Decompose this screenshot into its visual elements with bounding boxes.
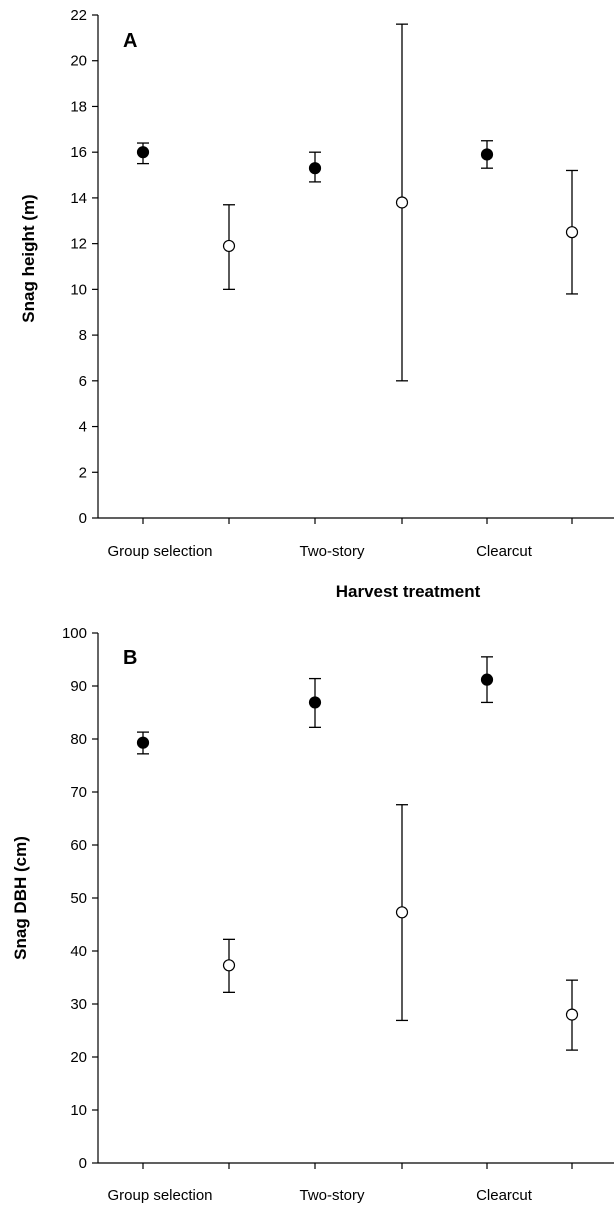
y-tick-label: 10 [70,281,87,298]
x-category-label: Group selection [107,543,212,560]
filled-point [308,162,322,175]
open-point [565,1008,579,1021]
open-point [395,196,409,209]
x-category-label: Two-story [299,543,365,560]
y-tick-label: 14 [70,190,87,207]
y-tick-label: 16 [70,144,87,161]
panel-label: A [123,30,137,52]
y-tick-label: 10 [70,1102,87,1119]
chart-panel-a: 0 2 4 6 8 10 12 14 16 18 20 22 Group selection Two-st… [19,7,614,601]
y-tick-label: 20 [70,53,87,70]
filled-point [136,736,150,749]
panel-label: B [123,647,137,669]
y-tick-label: 12 [70,236,87,253]
y-tick-label: 22 [70,7,87,24]
open-point [222,239,236,253]
y-tick-label: 8 [79,327,87,344]
y-tick-label: 2 [79,464,87,481]
y-tick-label: 70 [70,784,87,801]
y-tick-label: 0 [79,1155,87,1172]
y-axis-title: Snag DBH (cm) [11,836,30,960]
y-tick-label: 6 [79,373,87,390]
x-axis-title: Harvest treatment [336,582,481,601]
chart-panel-b: 0 10 20 30 40 50 60 70 80 90 100 Group selection Two… [11,625,614,1204]
y-tick-label: 90 [70,678,87,695]
y-tick-label: 40 [70,943,87,960]
y-tick-label: 20 [70,1049,87,1066]
x-category-label: Clearcut [476,1187,533,1204]
filled-point [480,673,494,686]
x-category-label: Two-story [299,1187,365,1204]
open-point [222,959,236,972]
filled-point [136,146,150,159]
y-tick-label: 100 [62,625,87,642]
y-tick-label: 18 [70,98,87,115]
filled-point [480,148,494,161]
open-point [395,906,409,919]
y-axis-title: Snag height (m) [19,194,38,322]
x-category-label: Group selection [107,1187,212,1204]
y-tick-label: 50 [70,890,87,907]
y-tick-label: 80 [70,731,87,748]
open-point [565,226,579,239]
y-tick-label: 30 [70,996,87,1013]
x-category-label: Clearcut [476,543,533,560]
y-tick-label: 4 [79,419,87,436]
y-tick-label: 60 [70,837,87,854]
y-tick-label: 0 [79,510,87,527]
filled-point [308,696,322,709]
